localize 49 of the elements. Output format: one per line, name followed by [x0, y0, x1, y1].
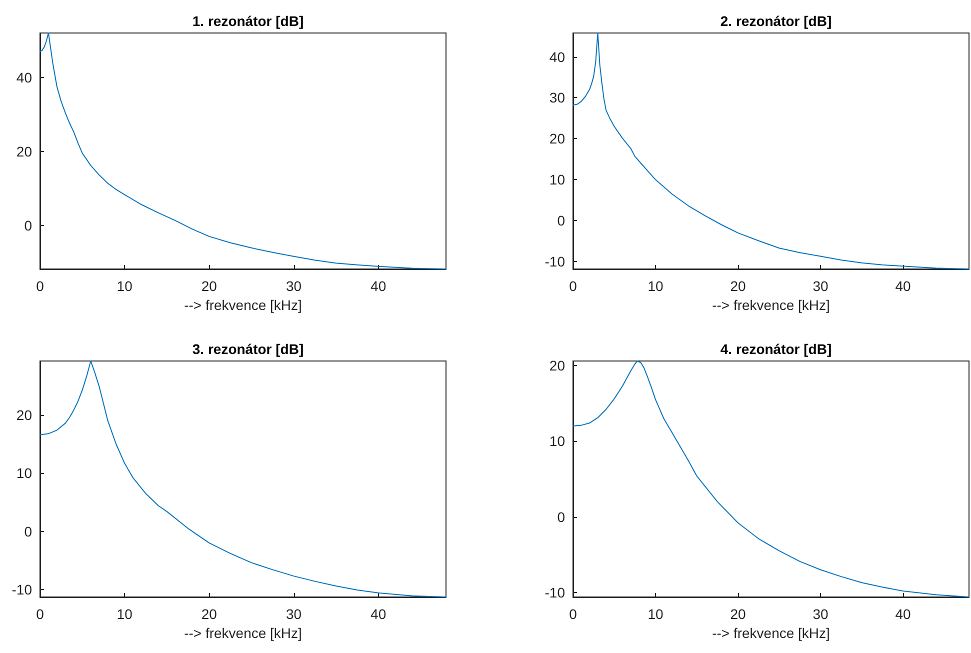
y-tick-label: 20	[549, 130, 566, 147]
x-tick-label: 10	[116, 278, 133, 294]
y-tick-label: 40	[16, 69, 32, 86]
x-tick-label: 10	[648, 278, 664, 294]
x-tick-label: 30	[812, 278, 828, 294]
x-tick-label: 40	[895, 278, 911, 294]
y-tick-label: 20	[16, 143, 32, 160]
chart-title: 2. rezonátor [dB]	[720, 13, 832, 29]
line-series	[40, 32, 446, 270]
x-tick-label: 40	[370, 606, 386, 622]
x-axis-title: --> frekvence [kHz]	[712, 624, 830, 641]
line-series	[572, 32, 970, 270]
y-tick-label: 30	[549, 90, 566, 106]
y-tick-label: -10	[544, 584, 566, 600]
y-tick-label: 0	[24, 523, 32, 540]
x-tick-label: 0	[36, 606, 44, 622]
chart-title: 1. rezonátor [dB]	[192, 13, 304, 29]
x-tick-label: 20	[730, 606, 746, 622]
x-axis-title: --> frekvence [kHz]	[712, 296, 830, 313]
y-tick-label: 0	[557, 212, 566, 229]
x-axis-title: --> frekvence [kHz]	[184, 624, 302, 641]
x-axis-title: --> frekvence [kHz]	[184, 296, 302, 313]
x-tick-label: 10	[116, 606, 133, 622]
x-tick-label: 30	[286, 278, 302, 294]
y-tick-label: -10	[12, 581, 32, 598]
y-tick-label: 10	[16, 465, 32, 482]
x-tick-label: 20	[201, 278, 218, 294]
y-tick-label: 10	[549, 433, 566, 450]
x-tick-label: 10	[648, 606, 664, 622]
y-tick-label: 40	[549, 48, 566, 65]
y-tick-label: -10	[544, 254, 566, 270]
y-tick-label: 0	[24, 217, 32, 234]
line-series	[40, 360, 446, 598]
x-tick-label: 0	[36, 278, 44, 294]
y-tick-label: 10	[549, 172, 566, 188]
y-tick-label: 20	[16, 407, 32, 424]
y-tick-label: 20	[549, 358, 566, 374]
chart-title: 3. rezonátor [dB]	[192, 341, 304, 357]
line-series	[572, 360, 970, 598]
x-tick-label: 40	[370, 278, 386, 294]
x-tick-label: 40	[895, 606, 911, 622]
chart-title: 4. rezonátor [dB]	[720, 341, 832, 357]
x-tick-label: 20	[730, 278, 746, 294]
x-tick-label: 30	[812, 606, 828, 622]
x-tick-label: 0	[569, 278, 578, 294]
x-tick-label: 20	[201, 606, 218, 622]
x-tick-label: 30	[286, 606, 302, 622]
x-tick-label: 0	[569, 606, 578, 622]
y-tick-label: 0	[557, 508, 566, 525]
